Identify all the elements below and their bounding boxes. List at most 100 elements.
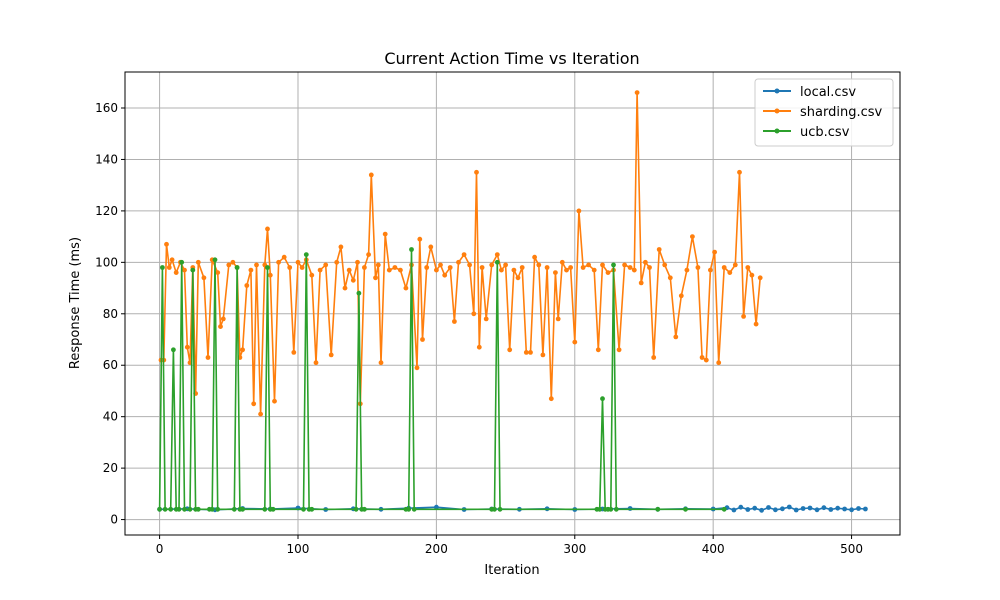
data-point-sharding: [586, 262, 591, 268]
data-point-sharding: [519, 265, 525, 270]
data-point-sharding: [643, 259, 648, 265]
data-point-sharding: [218, 324, 223, 329]
data-point-sharding: [184, 344, 190, 350]
data-point-sharding: [368, 172, 374, 178]
legend-box: [754, 78, 894, 147]
data-point-sharding: [313, 360, 319, 366]
data-point-sharding: [540, 352, 546, 358]
data-point-sharding: [173, 270, 179, 275]
data-point-ucb: [655, 506, 661, 512]
data-point-ucb: [492, 506, 497, 512]
y-tick-label: 100: [95, 255, 118, 269]
data-point-sharding: [503, 262, 508, 268]
data-point-local: [766, 505, 771, 510]
legend-marker-ucb: [774, 128, 780, 134]
data-point-sharding: [382, 231, 388, 237]
data-point-sharding: [559, 259, 565, 265]
data-point-sharding: [528, 350, 533, 355]
series-layer: [157, 90, 868, 513]
data-point-local: [731, 507, 737, 513]
y-tick-label: 40: [103, 410, 118, 424]
axis-ticks: 0 100 200 300 400 500 0 20 40 60 80 100 120 140 160: [95, 101, 863, 556]
x-tick-label: 300: [563, 542, 586, 556]
x-tick-label: 200: [425, 542, 448, 556]
data-point-sharding: [417, 236, 423, 242]
data-point-ucb: [597, 506, 603, 512]
data-point-sharding: [544, 265, 550, 270]
data-point-sharding: [195, 259, 201, 265]
data-point-sharding: [631, 267, 637, 273]
data-point-ucb: [160, 265, 165, 270]
data-point-sharding: [251, 401, 257, 407]
data-point-sharding: [201, 275, 207, 281]
data-point-local: [745, 507, 751, 512]
data-point-sharding: [392, 265, 398, 270]
data-point-sharding: [403, 285, 409, 291]
data-point-ucb: [494, 259, 500, 265]
plot-area-frame: [124, 71, 901, 536]
data-point-sharding: [398, 267, 403, 273]
data-point-sharding: [447, 265, 453, 270]
data-point-sharding: [281, 254, 287, 260]
y-tick-label: 80: [103, 307, 118, 321]
data-point-sharding: [338, 244, 344, 250]
data-point-sharding: [438, 262, 443, 268]
data-point-sharding: [576, 208, 582, 214]
series-line-ucb: [158, 248, 725, 511]
legend: local.csv sharding.csv ucb.csv: [754, 78, 894, 147]
data-point-sharding: [622, 262, 627, 268]
data-point-sharding: [647, 265, 652, 270]
data-point-sharding: [317, 267, 323, 273]
data-point-sharding: [703, 357, 709, 363]
data-point-sharding: [272, 398, 277, 404]
data-point-sharding: [627, 265, 633, 270]
data-point-sharding: [662, 262, 668, 268]
data-point-sharding: [483, 316, 489, 322]
data-point-ucb: [212, 257, 218, 263]
data-point-sharding: [226, 262, 232, 268]
data-point-ucb: [270, 506, 276, 512]
data-point-ucb: [613, 506, 619, 512]
x-tick-label: 500: [840, 542, 863, 556]
data-point-sharding: [511, 267, 517, 273]
data-point-ucb: [157, 506, 163, 512]
data-point-local: [856, 506, 861, 511]
legend-label-ucb: ucb.csv: [800, 125, 850, 140]
data-point-sharding: [532, 254, 537, 260]
data-point-sharding: [366, 252, 371, 257]
data-point-local: [821, 505, 827, 511]
data-point-sharding: [350, 277, 356, 283]
data-point-sharding: [452, 319, 457, 324]
data-point-sharding: [461, 252, 467, 257]
data-point-local: [863, 506, 868, 512]
data-point-ucb: [195, 506, 201, 512]
data-point-sharding: [553, 270, 558, 275]
data-point-sharding: [386, 267, 392, 273]
data-point-sharding: [673, 334, 679, 340]
data-point-sharding: [254, 262, 259, 268]
data-point-ucb: [411, 506, 417, 512]
data-point-sharding: [182, 267, 187, 273]
legend-label-local: local.csv: [800, 85, 856, 100]
data-point-local: [807, 505, 813, 511]
data-point-sharding: [248, 267, 254, 273]
data-point-sharding: [428, 244, 434, 250]
data-point-sharding: [420, 337, 425, 342]
data-point-sharding: [489, 262, 495, 268]
data-point-sharding: [467, 262, 472, 268]
data-point-sharding: [164, 241, 169, 247]
data-point-ucb: [265, 265, 270, 270]
data-point-sharding: [205, 355, 211, 360]
data-point-sharding: [555, 316, 561, 322]
data-point-local: [434, 504, 439, 510]
y-tick-label: 120: [95, 204, 118, 218]
data-point-sharding: [476, 344, 482, 350]
series-line-sharding: [161, 91, 761, 415]
data-point-sharding: [684, 267, 690, 273]
x-tick-label: 0: [156, 542, 164, 556]
data-point-ucb: [168, 506, 174, 512]
data-point-local: [800, 506, 806, 511]
x-tick-label: 100: [287, 542, 310, 556]
data-point-sharding: [424, 265, 430, 270]
data-point-sharding: [258, 411, 263, 417]
